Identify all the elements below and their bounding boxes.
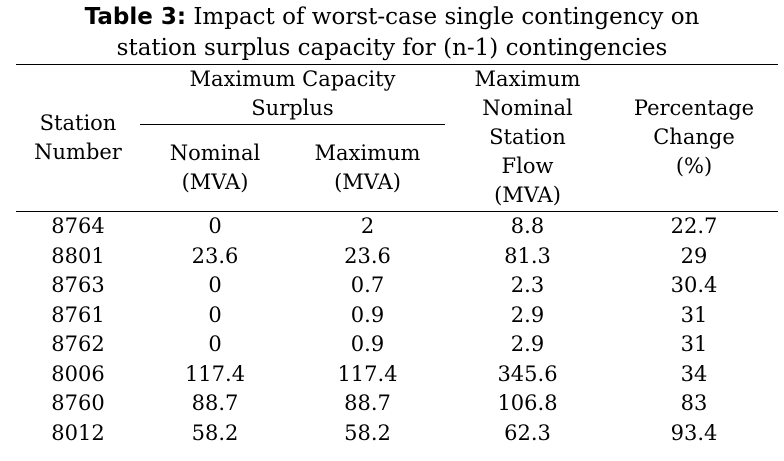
cell-maximum: 58.2 — [344, 420, 391, 445]
header-surplus-line-1: Maximum Capacity — [189, 67, 396, 91]
header-nominal-line-2: (MVA) — [181, 170, 249, 194]
cell-station: 8006 — [51, 361, 105, 386]
cell-maximum: 2 — [360, 214, 375, 238]
table-row: 8763 0 0.7 2.3 30.4 — [0, 271, 784, 301]
caption-line-1: Table 3: Impact of worst-case single con… — [0, 2, 784, 33]
cell-nominal: 0 — [208, 332, 222, 356]
table-row: 8012 58.2 58.2 62.3 93.4 — [0, 419, 784, 449]
cell-station: 8801 — [51, 243, 105, 268]
table-row: 8760 88.7 88.7 106.8 83 — [0, 389, 784, 419]
header-flow-line-4: Flow — [501, 154, 554, 178]
header-station-line-2: Number — [34, 140, 122, 164]
cell-nominal: 0 — [208, 214, 222, 238]
cell-percentage: 29 — [680, 243, 708, 268]
cell-station: 8760 — [51, 391, 105, 415]
table-row: 8761 0 0.9 2.9 31 — [0, 301, 784, 331]
cell-nominal: 23.6 — [191, 243, 239, 268]
table-row: 8764 0 2 8.8 22.7 — [0, 212, 784, 242]
header-percentage-line-1: Percentage — [633, 96, 755, 120]
cell-flow: 8.8 — [510, 214, 545, 238]
table-row: 8762 0 0.9 2.9 31 — [0, 330, 784, 360]
header-bottom-rule — [16, 211, 778, 212]
surplus-group-rule — [140, 124, 445, 125]
cell-maximum: 88.7 — [344, 391, 391, 415]
header-flow-line-3: Station — [489, 125, 566, 149]
cell-percentage: 22.7 — [670, 214, 718, 238]
cell-flow: 81.3 — [504, 243, 551, 268]
cell-flow: 2.3 — [510, 273, 545, 297]
cell-maximum: 0.9 — [350, 302, 385, 327]
header-percentage-line-2: Change — [653, 125, 735, 149]
cell-flow: 106.8 — [497, 391, 558, 415]
header-nominal-line-1: Nominal — [169, 141, 261, 165]
table-top-rule — [16, 64, 778, 65]
cell-nominal: 0 — [208, 273, 222, 297]
cell-percentage: 34 — [680, 361, 708, 386]
caption-label: Table 3: — [84, 4, 187, 30]
cell-maximum: 0.9 — [350, 332, 385, 356]
table-caption: Table 3: Impact of worst-case single con… — [0, 2, 784, 64]
cell-percentage: 30.4 — [670, 273, 718, 297]
cell-percentage: 83 — [680, 391, 708, 415]
cell-percentage: 93.4 — [670, 420, 718, 445]
table-row: 8006 117.4 117.4 345.6 34 — [0, 360, 784, 390]
cell-flow: 62.3 — [504, 420, 551, 445]
cell-nominal: 0 — [208, 302, 222, 327]
header-flow-line-5: (MVA) — [494, 183, 561, 207]
header-percentage-line-3: (%) — [675, 154, 713, 178]
caption-text-2: station surplus capacity for (n-1) conti… — [116, 35, 668, 61]
cell-maximum: 0.7 — [350, 273, 385, 297]
cell-flow: 345.6 — [497, 361, 558, 386]
cell-flow: 2.9 — [510, 302, 545, 327]
cell-flow: 2.9 — [510, 332, 545, 356]
cell-percentage: 31 — [680, 332, 708, 356]
cell-station: 8012 — [51, 420, 105, 445]
header-maximum-line-1: Maximum — [314, 141, 421, 165]
cell-station: 8764 — [51, 214, 105, 238]
cell-station: 8762 — [51, 332, 105, 356]
cell-nominal: 88.7 — [191, 391, 239, 415]
cell-nominal: 58.2 — [191, 420, 239, 445]
caption-text-1: Impact of worst-case single contingency … — [186, 4, 700, 30]
header-flow-line-2: Nominal — [482, 96, 573, 120]
cell-maximum: 117.4 — [337, 361, 398, 386]
header-station-line-1: Station — [39, 111, 117, 135]
cell-maximum: 23.6 — [344, 243, 391, 268]
cell-station: 8763 — [51, 273, 105, 297]
cell-station: 8761 — [51, 302, 105, 327]
cell-nominal: 117.4 — [184, 361, 246, 386]
table-body: 8764 0 2 8.8 22.7 8801 23.6 23.6 81.3 29… — [0, 212, 784, 448]
header-surplus-line-2: Surplus — [251, 96, 334, 120]
header-maximum-line-2: (MVA) — [334, 170, 401, 194]
header-flow-line-1: Maximum — [474, 67, 581, 91]
cell-percentage: 31 — [680, 302, 708, 327]
table-row: 8801 23.6 23.6 81.3 29 — [0, 242, 784, 272]
